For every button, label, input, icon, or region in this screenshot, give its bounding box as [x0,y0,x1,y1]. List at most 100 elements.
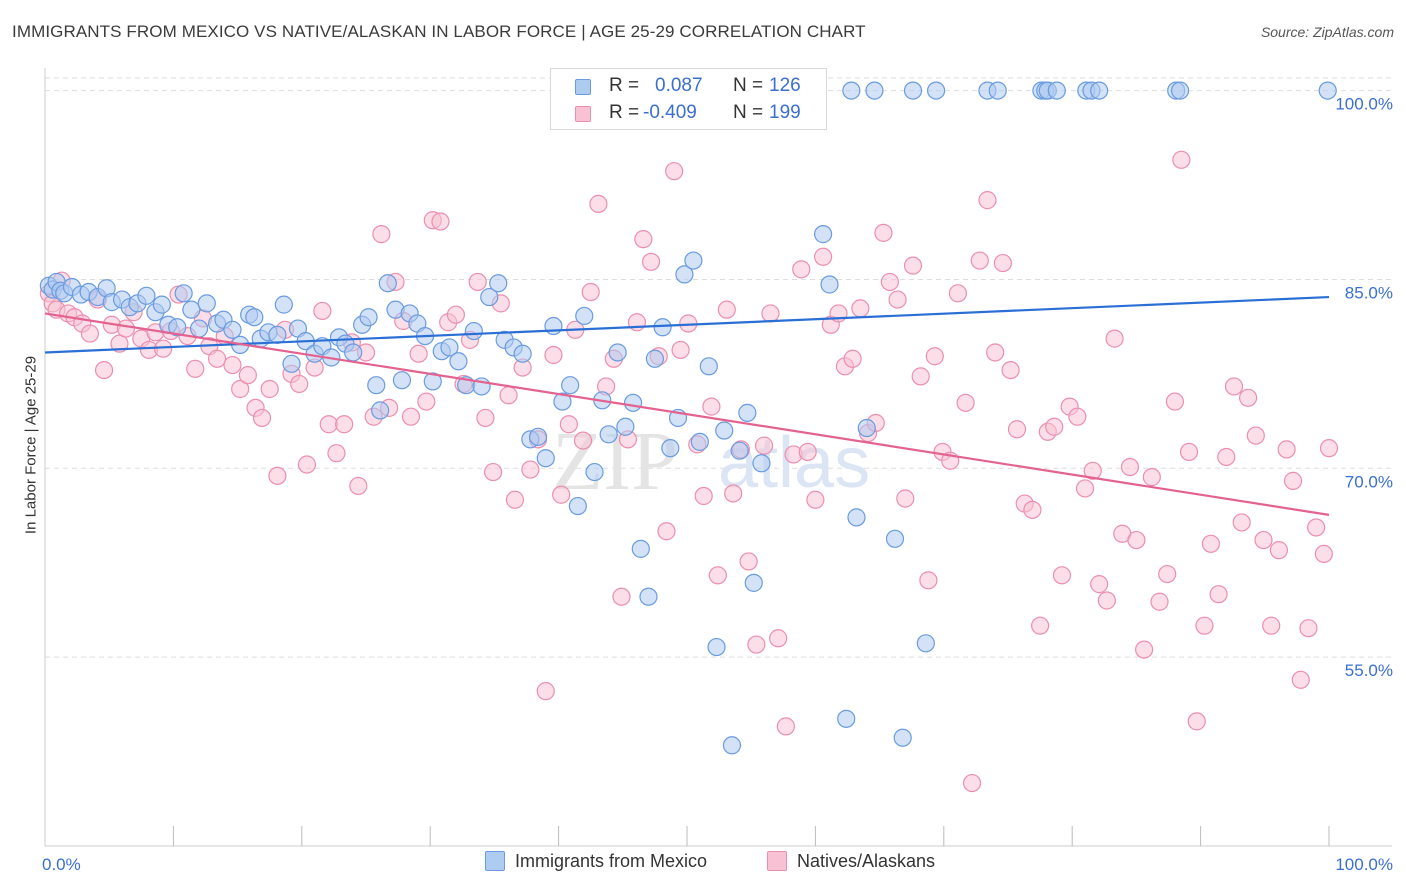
mexico-point [536,449,555,468]
mexico-point [197,294,216,313]
mexico-point [1318,81,1337,100]
native-point [671,340,690,360]
mexico-point [449,352,468,371]
native-point [717,300,736,319]
mexico-point [616,417,635,436]
x-tick-label: 100.0% [1335,855,1393,874]
chart-title: IMMIGRANTS FROM MEXICO VS NATIVE/ALASKAN… [12,22,866,41]
native-point [1165,392,1185,411]
r-label: R = [609,102,640,123]
immigrants-mexico-points [39,81,1337,755]
native-point [1150,592,1169,611]
native-point [880,272,899,292]
mexico-point [423,372,442,391]
native-point [1158,564,1177,584]
native-point [589,194,608,214]
x-tick-label: 0.0% [42,855,81,874]
blue-swatch [575,79,591,95]
source-label: Source: ZipAtlas.com [1260,24,1394,40]
natives-alaskans-points [39,150,1339,793]
x-axis [44,68,1392,847]
native-point [1314,544,1333,564]
mexico-point [367,376,386,395]
mexico-point [814,225,833,244]
native-point [401,407,421,426]
mexico-point [820,275,839,294]
native-point [1307,518,1326,537]
legend-item-natives: Natives/Alaskans [767,851,935,877]
native-point [505,490,525,509]
stats-legend: R = 0.087 N = 126 R = -0.409 N = 199 [550,68,827,130]
mexico-point [553,392,572,411]
native-point [252,408,272,428]
mexico-point [988,81,1007,100]
mexico-point [137,286,156,305]
mexico-point [639,587,658,606]
mexico-point [440,338,459,357]
mexico-point [561,376,580,395]
native-point [1127,530,1146,550]
native-point [754,436,774,455]
native-point [798,442,817,462]
native-point [223,355,242,375]
native-point [769,629,788,648]
native-point [665,162,684,181]
native-point [313,301,332,321]
native-point [372,225,391,244]
n-label: N = [733,75,764,96]
native-point [268,466,287,485]
legend-swatch-pink [767,851,787,871]
y-tick-label: 85.0% [1345,283,1393,302]
native-point [962,773,982,793]
native-point [1052,566,1072,585]
native-point [80,324,100,343]
native-point [559,415,578,434]
native-point [1172,150,1191,169]
native-point [702,397,721,416]
mexico-point [1090,81,1109,100]
mexico-point [926,81,946,100]
mexico-point [865,81,884,100]
mexico-point [392,371,412,390]
mexico-point [568,496,587,516]
native-point [851,299,870,318]
native-point [1001,360,1020,380]
native-point [1277,440,1296,459]
y-axis-label: In Labor Force | Age 25-29 [22,355,40,535]
mexico-point [344,343,363,362]
native-point [116,319,135,338]
mexico-point [585,462,604,482]
native-point [657,522,676,541]
native-point [919,571,938,590]
native-point [694,486,713,506]
y-tick-labels: 55.0% 70.0% 85.0% 100.0% [1335,95,1393,681]
mexico-point [245,308,264,327]
native-point [476,408,495,428]
mexico-point [837,709,856,728]
native-point [1068,407,1087,426]
native-point [978,191,997,210]
mexico-point [699,357,718,376]
native-point [446,305,465,324]
native-point [874,223,893,242]
mexico-point [464,321,483,341]
native-point [1217,447,1236,467]
native-point [521,460,540,479]
stats-row-mexico: R = 0.087 N = 126 [551,73,826,101]
mexico-point [707,637,726,657]
y-axis-label-wrap: In Labor Force | Age 25-29 [16,280,46,610]
native-point [814,247,833,266]
native-point [986,343,1005,362]
native-point [544,345,563,365]
native-point [1045,417,1064,436]
native-point [806,490,825,509]
mexico-point [675,265,694,284]
mexico-point [223,320,242,339]
trend-line-natives [44,312,1330,516]
native-point [499,386,518,405]
mexico-point [528,427,548,446]
native-point [468,272,487,292]
mexico-point [722,736,742,755]
mexico-point [730,441,749,460]
